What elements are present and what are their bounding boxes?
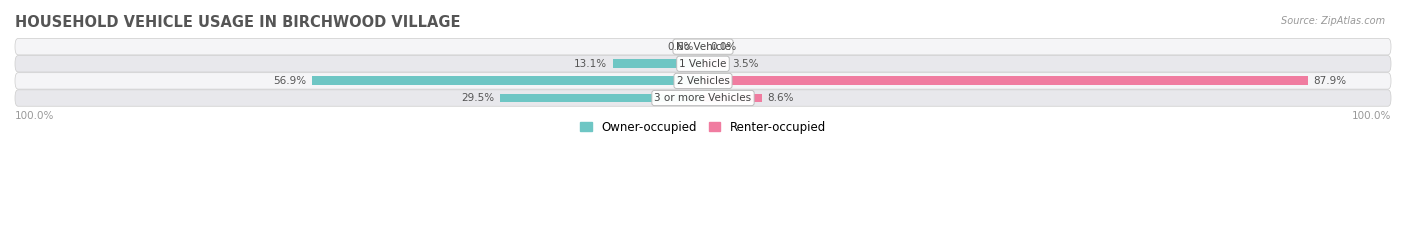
Text: 13.1%: 13.1% bbox=[574, 59, 607, 69]
Text: 8.6%: 8.6% bbox=[768, 93, 794, 103]
Text: 3.5%: 3.5% bbox=[733, 59, 759, 69]
Text: 0.6%: 0.6% bbox=[666, 42, 693, 52]
FancyBboxPatch shape bbox=[15, 73, 1391, 89]
Text: 3 or more Vehicles: 3 or more Vehicles bbox=[654, 93, 752, 103]
FancyBboxPatch shape bbox=[15, 90, 1391, 106]
Bar bbox=[703, 76, 1308, 85]
Text: 0.0%: 0.0% bbox=[710, 42, 737, 52]
Bar bbox=[501, 94, 703, 103]
Text: 1 Vehicle: 1 Vehicle bbox=[679, 59, 727, 69]
Bar bbox=[703, 59, 727, 68]
Text: No Vehicle: No Vehicle bbox=[675, 42, 731, 52]
Bar bbox=[312, 76, 703, 85]
FancyBboxPatch shape bbox=[15, 56, 1391, 72]
FancyBboxPatch shape bbox=[15, 38, 1391, 55]
Legend: Owner-occupied, Renter-occupied: Owner-occupied, Renter-occupied bbox=[575, 116, 831, 138]
Text: 100.0%: 100.0% bbox=[15, 111, 55, 121]
Bar bbox=[699, 42, 703, 51]
Text: 87.9%: 87.9% bbox=[1313, 76, 1347, 86]
Bar bbox=[703, 94, 762, 103]
Text: HOUSEHOLD VEHICLE USAGE IN BIRCHWOOD VILLAGE: HOUSEHOLD VEHICLE USAGE IN BIRCHWOOD VIL… bbox=[15, 15, 461, 30]
Bar bbox=[613, 59, 703, 68]
Text: 100.0%: 100.0% bbox=[1351, 111, 1391, 121]
Text: 29.5%: 29.5% bbox=[461, 93, 495, 103]
Text: 56.9%: 56.9% bbox=[273, 76, 307, 86]
Text: 2 Vehicles: 2 Vehicles bbox=[676, 76, 730, 86]
Text: Source: ZipAtlas.com: Source: ZipAtlas.com bbox=[1281, 16, 1385, 26]
